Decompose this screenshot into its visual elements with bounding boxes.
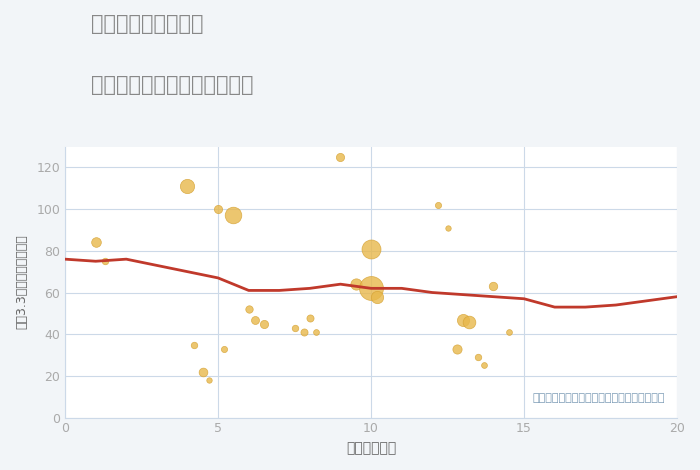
Point xyxy=(442,224,453,232)
Point xyxy=(203,376,214,384)
Point xyxy=(433,201,444,209)
Point xyxy=(249,316,260,323)
Point xyxy=(304,314,316,321)
Point xyxy=(90,239,101,246)
Text: 円の大きさは、取引のあった物件面積を示す: 円の大きさは、取引のあった物件面積を示す xyxy=(532,392,665,403)
Point xyxy=(451,345,462,352)
Point xyxy=(218,345,230,352)
Point xyxy=(188,341,199,348)
Point xyxy=(243,306,254,313)
Point xyxy=(365,245,377,252)
Point xyxy=(457,316,468,323)
Point xyxy=(258,320,270,328)
Point xyxy=(372,293,383,300)
Point xyxy=(350,281,361,288)
Text: 三重県伊賀市湯舟の: 三重県伊賀市湯舟の xyxy=(91,14,204,34)
X-axis label: 駅距離（分）: 駅距離（分） xyxy=(346,441,396,455)
Point xyxy=(488,282,499,290)
Point xyxy=(463,318,475,325)
Point xyxy=(289,324,300,332)
Point xyxy=(473,353,484,361)
Point xyxy=(479,362,490,369)
Point xyxy=(99,258,111,265)
Point xyxy=(228,212,239,219)
Point xyxy=(310,329,321,336)
Point xyxy=(197,368,209,376)
Y-axis label: 坪（3.3㎡）単価（万円）: 坪（3.3㎡）単価（万円） xyxy=(15,235,28,329)
Point xyxy=(503,329,514,336)
Point xyxy=(213,205,224,213)
Point xyxy=(182,182,193,190)
Point xyxy=(298,329,309,336)
Point xyxy=(335,153,346,161)
Text: 駅距離別中古マンション価格: 駅距離別中古マンション価格 xyxy=(91,75,253,95)
Point xyxy=(365,285,377,292)
